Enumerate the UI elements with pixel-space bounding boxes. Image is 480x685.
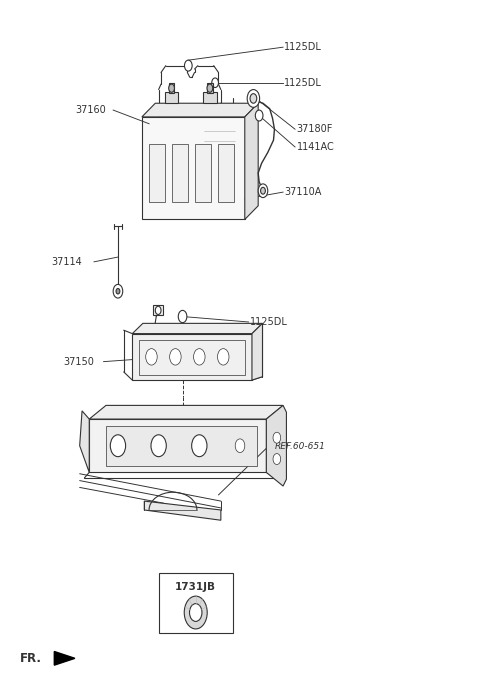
Circle shape	[178, 310, 187, 323]
Circle shape	[250, 94, 257, 103]
Polygon shape	[132, 323, 263, 334]
Bar	[207, 84, 213, 93]
Bar	[132, 334, 252, 380]
Polygon shape	[245, 103, 258, 219]
Bar	[168, 84, 174, 93]
Text: 1731JB: 1731JB	[175, 582, 216, 592]
Polygon shape	[144, 501, 221, 520]
Bar	[158, 573, 233, 633]
Bar	[140, 340, 245, 375]
Circle shape	[217, 349, 229, 365]
Text: REF.60-651: REF.60-651	[275, 442, 325, 451]
Text: 37160: 37160	[75, 105, 106, 115]
Circle shape	[212, 78, 218, 88]
Text: 37114: 37114	[51, 257, 82, 267]
Circle shape	[190, 603, 202, 621]
Circle shape	[116, 288, 120, 294]
Bar	[172, 145, 188, 202]
Bar	[153, 305, 163, 315]
Text: 37110A: 37110A	[284, 187, 322, 197]
Circle shape	[192, 435, 207, 457]
Circle shape	[261, 187, 265, 194]
Text: 37150: 37150	[63, 357, 94, 366]
Bar	[142, 117, 245, 219]
Circle shape	[273, 432, 281, 443]
Circle shape	[255, 110, 263, 121]
Circle shape	[110, 435, 126, 457]
Circle shape	[146, 349, 157, 365]
Text: 37180F: 37180F	[297, 124, 333, 134]
Circle shape	[193, 349, 205, 365]
Polygon shape	[89, 406, 283, 419]
Bar	[89, 419, 266, 473]
Polygon shape	[252, 323, 263, 380]
Circle shape	[273, 453, 281, 464]
Bar	[218, 145, 234, 202]
Bar	[203, 92, 216, 103]
Circle shape	[207, 84, 213, 92]
Circle shape	[113, 284, 123, 298]
Bar	[165, 92, 178, 103]
Text: 1125DL: 1125DL	[284, 77, 322, 88]
Polygon shape	[266, 406, 287, 486]
Circle shape	[151, 435, 166, 457]
Circle shape	[168, 84, 174, 92]
Polygon shape	[54, 651, 75, 665]
Bar	[106, 426, 257, 466]
Text: 1141AC: 1141AC	[297, 142, 334, 152]
Text: 1125DL: 1125DL	[284, 42, 322, 52]
Circle shape	[235, 439, 245, 453]
Polygon shape	[142, 103, 258, 117]
Polygon shape	[80, 411, 89, 473]
Circle shape	[258, 184, 268, 197]
Text: FR.: FR.	[20, 652, 42, 665]
Circle shape	[184, 60, 192, 71]
Circle shape	[156, 306, 161, 314]
Circle shape	[247, 90, 260, 108]
Circle shape	[169, 349, 181, 365]
Bar	[149, 145, 165, 202]
Circle shape	[184, 596, 207, 629]
Bar	[195, 145, 211, 202]
Text: 1125DL: 1125DL	[250, 317, 288, 327]
